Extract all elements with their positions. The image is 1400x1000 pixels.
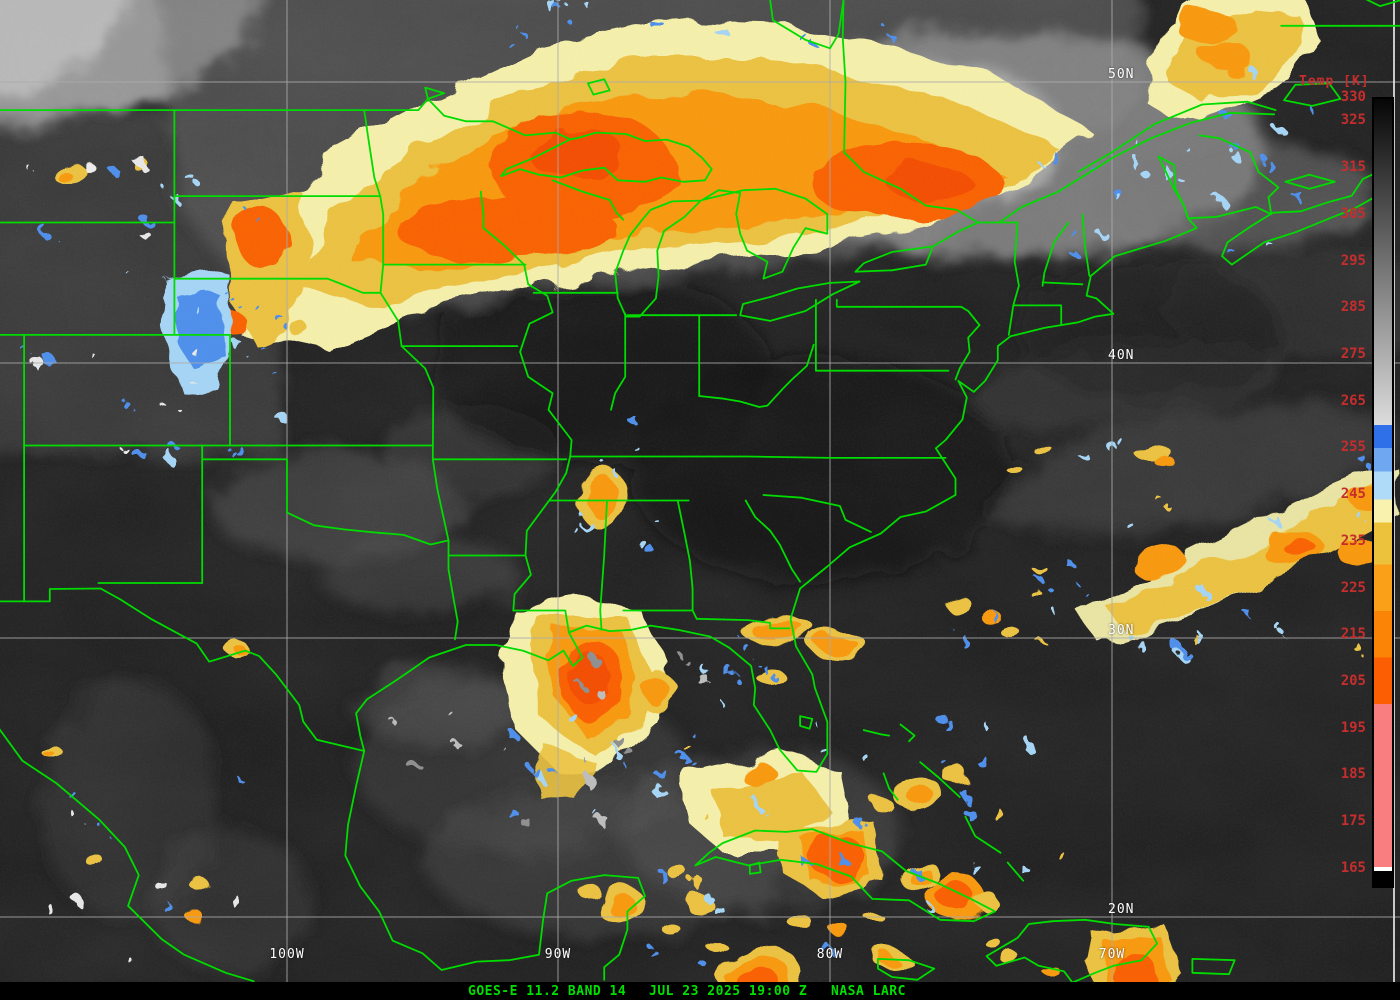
- lon-label-70W: 70W: [1098, 947, 1126, 962]
- boundary-ny-new-england-line: [1007, 221, 1020, 336]
- boundary-hispaniola: [985, 918, 1158, 982]
- boundary-nb-coast: [1187, 134, 1280, 220]
- boundary-nj-delaware-river: [954, 324, 981, 381]
- boundary-lake-of-the-woods: [424, 86, 446, 100]
- boundary-lake-nipigon: [587, 78, 611, 96]
- boundary-st-lawrence-ny: [932, 221, 979, 248]
- boundary-anticosti-island: [1283, 82, 1342, 107]
- boundary-maine-nb-border: [1157, 155, 1189, 220]
- colorbar-tick-255: 255: [1340, 439, 1366, 456]
- colorbar-title: Temp [K]: [1299, 74, 1370, 89]
- boundary-lake-erie: [739, 280, 861, 322]
- boundary-lake-okeechobee: [799, 715, 814, 730]
- colorbar-tick-205: 205: [1340, 673, 1366, 689]
- lon-label-80W: 80W: [816, 947, 844, 962]
- boundary-grand-bahama-island: [862, 729, 891, 737]
- boundary-ky-tn-va-nc-line: [569, 455, 947, 459]
- colorbar-tick-265: 265: [1340, 392, 1366, 409]
- boundary-isle-of-youth: [748, 861, 762, 875]
- boundary-mexico-gulf-yucatan-coast: [344, 750, 646, 981]
- boundary-nova-scotia: [1221, 168, 1387, 266]
- lon-label-90W: 90W: [544, 947, 572, 962]
- colorbar-tick-295: 295: [1340, 252, 1366, 269]
- boundary-mexico-pacific-coast: [0, 728, 255, 982]
- boundary-mississippi-river: [482, 227, 573, 612]
- boundary-rio-grande-border: [0, 587, 366, 752]
- colorbar-tick-275: 275: [1340, 345, 1366, 362]
- colorbar-tick-315: 315: [1340, 159, 1366, 176]
- boundary-lake-michigan: [614, 199, 702, 318]
- boundary-tx-la-sabine: [447, 539, 459, 641]
- boundary-labrador-coast: [1365, 0, 1400, 7]
- boundary-cuba: [694, 828, 996, 923]
- boundary-eleuthera-cat-islands: [919, 761, 961, 798]
- boundary-us-canada-border: [0, 98, 572, 141]
- boundary-me-nh-line: [1081, 213, 1091, 277]
- lat-label-40N: 40N: [1108, 348, 1135, 363]
- boundary-st-lawrence-north-shore: [1077, 100, 1277, 173]
- boundary-gaspe-south-shore: [998, 112, 1276, 224]
- caption-timestamp: JUL 23 2025 19:00 Z: [649, 984, 808, 999]
- colorbar-tick-325: 325: [1340, 112, 1366, 129]
- colorbar-tick-285: 285: [1340, 299, 1366, 316]
- boundary-ga-sc-savannah: [744, 499, 801, 583]
- boundary-pa-ny-line: [835, 298, 981, 326]
- boundary-long-island-bahamas: [964, 815, 1002, 854]
- colorbar-tick-225: 225: [1340, 579, 1366, 596]
- colorbar-tick-215: 215: [1340, 626, 1366, 643]
- boundary-ohio-river: [698, 343, 815, 408]
- boundary-puerto-rico: [1191, 958, 1236, 976]
- boundary-on-qc-border: [841, 0, 979, 224]
- boundary-wi-mn-line: [479, 190, 485, 229]
- boundary-sd-ne-line: [173, 277, 382, 294]
- boundary-ga-fl-line: [695, 617, 791, 630]
- boundary-mi-wi-line: [551, 179, 625, 221]
- boundary-missouri-river-west-line: [363, 109, 435, 461]
- colorbar-tick-330: 330: [1340, 89, 1366, 105]
- colorbar-tick-175: 175: [1340, 813, 1366, 830]
- boundary-atlantic-gulf-coastline: [355, 155, 1198, 773]
- boundary-lake-superior: [500, 131, 713, 183]
- boundary-il-in-line: [610, 312, 627, 411]
- boundary-la-ms-line: [512, 609, 570, 634]
- boundary-abaco-island: [899, 723, 916, 743]
- boundary-james-bay: [769, 0, 845, 50]
- boundary-andros-island: [882, 772, 899, 801]
- colorbar-tick-195: 195: [1340, 719, 1366, 736]
- lat-label-20N: 20N: [1108, 902, 1135, 917]
- colorbar-tick-185: 185: [1340, 766, 1366, 783]
- lat-label-50N: 50N: [1108, 67, 1135, 82]
- boundary-ma-nh-line: [1041, 281, 1084, 286]
- boundary-prince-edward-island: [1284, 173, 1336, 190]
- colorbar-tick-165: 165: [1340, 859, 1366, 876]
- caption-bar: GOES-E 11.2 BAND 14 JUL 23 2025 19:00 Z …: [0, 982, 1400, 1000]
- boundary-ms-al-line: [599, 499, 608, 631]
- boundary-tx-ok-red-river: [201, 458, 450, 546]
- boundary-lake-huron: [701, 187, 829, 280]
- temperature-colorbar: [1372, 97, 1394, 888]
- boundary-jamaica: [877, 958, 936, 981]
- boundary-ok-ar-line: [431, 458, 450, 542]
- colorbar-tick-245: 245: [1340, 486, 1366, 503]
- lon-label-100W: 100W: [269, 947, 305, 962]
- boundary-inagua-turks-islands: [1006, 861, 1025, 882]
- lat-label-30N: 30N: [1108, 623, 1135, 638]
- boundary-nc-sc-line: [762, 494, 872, 533]
- boundary-al-ga-line: [676, 499, 698, 620]
- caption-credit: NASA LARC: [831, 984, 906, 999]
- colorbar-tick-235: 235: [1340, 532, 1366, 549]
- caption-product: GOES-E 11.2 BAND 14: [468, 984, 627, 999]
- colorbar-tick-305: 305: [1340, 205, 1366, 222]
- boundary-vt-nh-line: [1041, 221, 1070, 287]
